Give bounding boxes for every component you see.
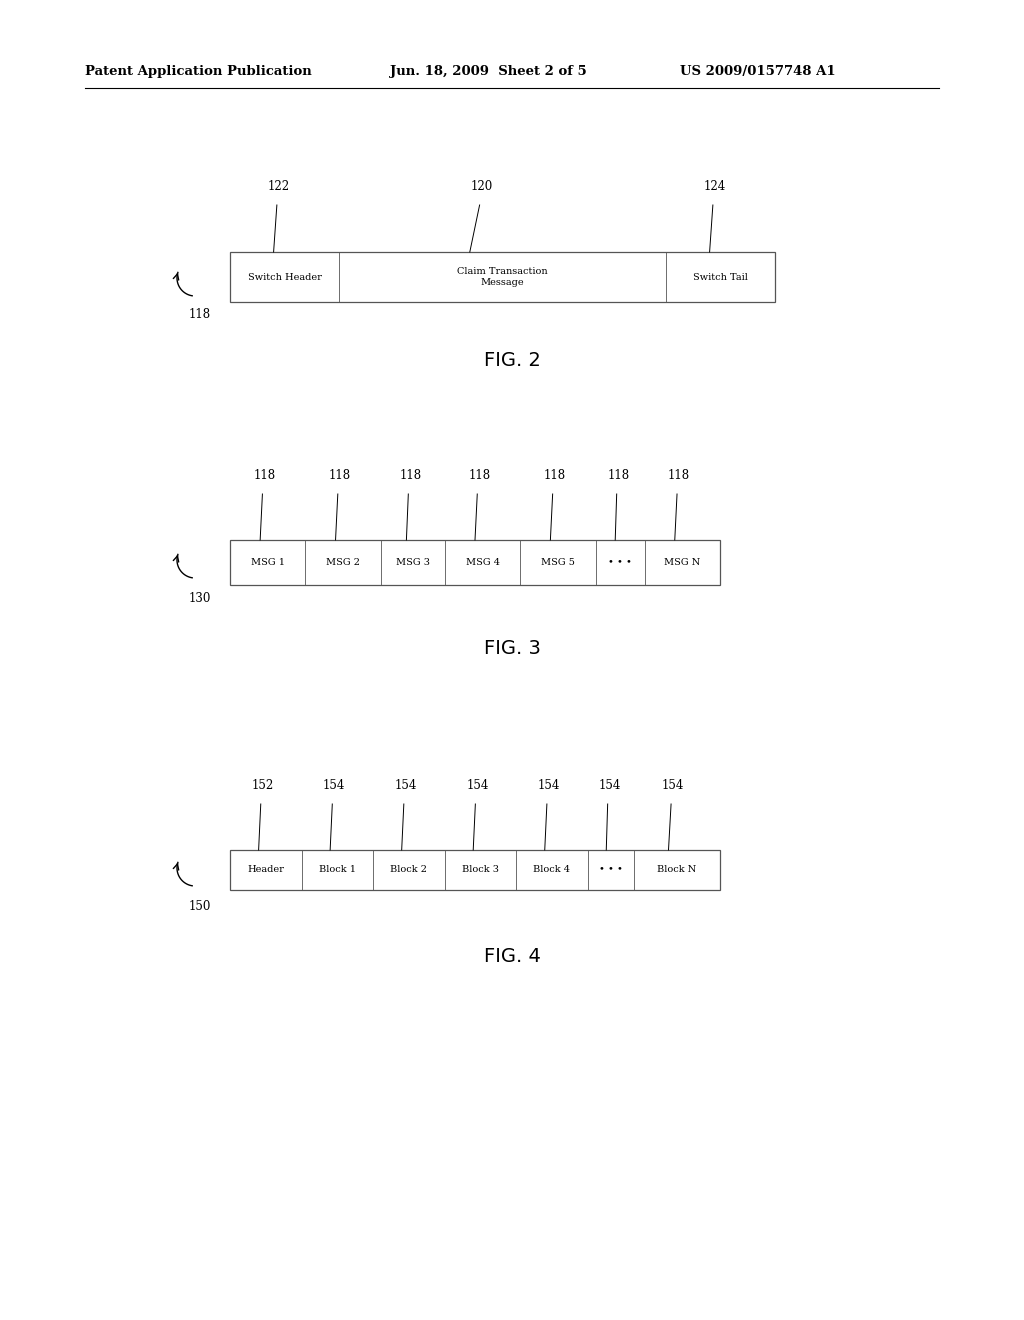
- Text: Switch Header: Switch Header: [248, 272, 322, 281]
- Text: Block 1: Block 1: [318, 866, 355, 874]
- Text: Claim Transaction
Message: Claim Transaction Message: [457, 267, 548, 286]
- Text: 118: 118: [329, 469, 351, 482]
- Bar: [230, 252, 775, 302]
- Text: Block N: Block N: [657, 866, 696, 874]
- Text: 118: 118: [399, 469, 422, 482]
- Text: • • •: • • •: [599, 866, 623, 874]
- Text: Jun. 18, 2009  Sheet 2 of 5: Jun. 18, 2009 Sheet 2 of 5: [390, 66, 587, 78]
- Text: 118: 118: [189, 308, 211, 321]
- Text: FIG. 2: FIG. 2: [483, 351, 541, 370]
- Bar: [230, 540, 720, 585]
- Text: 122: 122: [268, 180, 290, 193]
- Text: 120: 120: [470, 180, 493, 193]
- Bar: [230, 850, 720, 890]
- Text: FIG. 3: FIG. 3: [483, 639, 541, 657]
- Text: • • •: • • •: [608, 558, 632, 568]
- Text: 118: 118: [253, 469, 275, 482]
- Text: 154: 154: [538, 779, 560, 792]
- Text: 150: 150: [188, 900, 211, 913]
- Text: MSG 3: MSG 3: [396, 558, 430, 568]
- Text: Block 3: Block 3: [462, 866, 499, 874]
- Text: MSG N: MSG N: [665, 558, 700, 568]
- Text: 154: 154: [324, 779, 345, 792]
- Text: 118: 118: [544, 469, 565, 482]
- Text: 124: 124: [703, 180, 726, 193]
- Text: US 2009/0157748 A1: US 2009/0157748 A1: [680, 66, 836, 78]
- Text: 152: 152: [252, 779, 273, 792]
- Text: Block 2: Block 2: [390, 866, 427, 874]
- Text: Header: Header: [248, 866, 285, 874]
- Text: 154: 154: [394, 779, 417, 792]
- Text: MSG 4: MSG 4: [466, 558, 500, 568]
- Text: 130: 130: [188, 591, 211, 605]
- Text: 118: 118: [468, 469, 490, 482]
- Text: 154: 154: [598, 779, 621, 792]
- Text: Switch Tail: Switch Tail: [693, 272, 748, 281]
- Text: 118: 118: [668, 469, 690, 482]
- Text: Block 4: Block 4: [534, 866, 570, 874]
- Text: FIG. 4: FIG. 4: [483, 946, 541, 965]
- Text: 154: 154: [466, 779, 488, 792]
- Text: 154: 154: [662, 779, 684, 792]
- Text: MSG 2: MSG 2: [326, 558, 360, 568]
- Text: MSG 5: MSG 5: [541, 558, 574, 568]
- Text: 118: 118: [607, 469, 630, 482]
- Text: MSG 1: MSG 1: [251, 558, 285, 568]
- Text: Patent Application Publication: Patent Application Publication: [85, 66, 311, 78]
